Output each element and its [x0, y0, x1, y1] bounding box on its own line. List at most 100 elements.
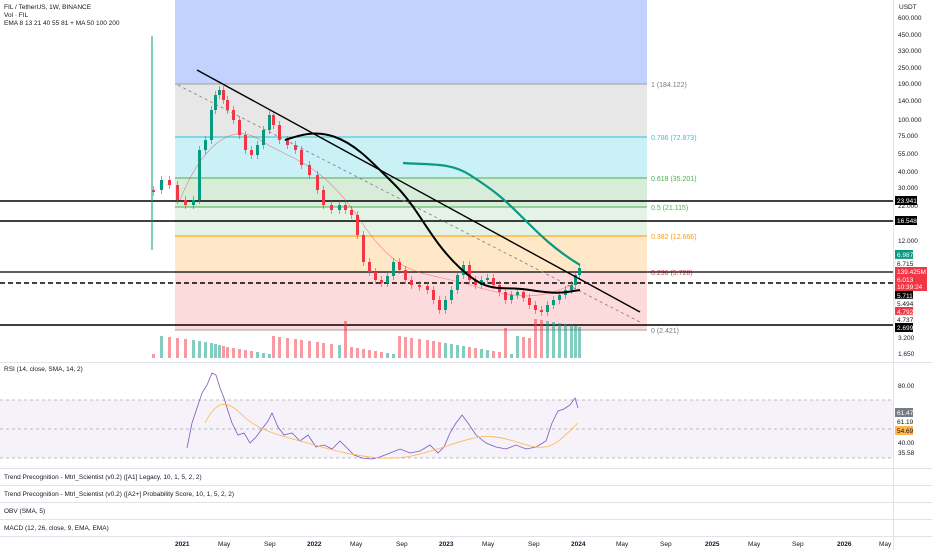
candle: [286, 140, 289, 145]
price-scale-label: 250.000: [898, 65, 922, 72]
candlesticks: [151, 36, 581, 316]
candle: [250, 150, 253, 155]
ema-legend[interactable]: EMA 8 13 21 40 55 81 + MA 50 100 200: [4, 20, 120, 27]
candle: [350, 210, 353, 215]
ma200-line: [284, 132, 581, 294]
rsi-scale-3558: 35.58: [898, 450, 915, 457]
volume-bar: [368, 350, 371, 358]
volume-bar: [278, 337, 281, 358]
fib-label-0382: 0.382 (12.666): [651, 234, 697, 241]
rsi-legend[interactable]: RSI (14, close, SMA, 14, 2): [4, 366, 83, 373]
tag-bg-16548: [895, 216, 917, 225]
price-chart[interactable]: 1 (184.122) 0.786 (72.873) 0.618 (35.201…: [0, 0, 932, 362]
volume-bar: [250, 351, 253, 358]
price-scale-label: 1.650: [898, 351, 915, 358]
price-chart-canvas[interactable]: 1 (184.122) 0.786 (72.873) 0.618 (35.201…: [0, 0, 932, 362]
fib-label-05: 0.5 (21.115): [651, 205, 688, 212]
tag-5711: 5.711: [897, 293, 913, 300]
time-axis-label: Sep: [792, 541, 804, 548]
candle: [380, 280, 383, 283]
candle: [456, 275, 459, 290]
volume-bar: [546, 321, 549, 358]
symbol-title[interactable]: FIL / TetherUS, 1W, BINANCE: [4, 4, 92, 11]
volume-bar: [168, 337, 171, 358]
candle: [386, 276, 389, 283]
ema-fast-line: [179, 133, 579, 297]
volume-bar: [350, 347, 353, 358]
candle: [198, 150, 201, 200]
time-axis[interactable]: 2021 May Sep 2022 May Sep 2023 May Sep 2024 May Sep…: [0, 536, 932, 551]
volume-bar: [432, 341, 435, 358]
time-axis-label: 2025: [705, 541, 720, 548]
price-scale-label: 22.000: [898, 203, 918, 210]
rsi-ma2-tag: 54.69: [897, 428, 914, 435]
tag-bg-4792: [895, 307, 913, 316]
rsi-line: [186, 372, 579, 460]
candle: [522, 292, 525, 298]
volume-bar: [558, 323, 561, 358]
candle: [330, 205, 333, 210]
time-axis-label: May: [748, 541, 761, 548]
price-scale-label: 100.000: [898, 117, 922, 124]
indicator-row-obv[interactable]: OBV (SMA, 5): [0, 502, 932, 520]
volume-bar: [522, 337, 525, 358]
volume-bar: [308, 341, 311, 358]
tag-bg-6987: [895, 250, 913, 259]
candle: [168, 180, 171, 185]
volume-bar: [498, 352, 501, 358]
volume-bar: [398, 336, 401, 358]
tag-6715: 6.715: [897, 261, 914, 268]
indicator-row-macd[interactable]: MACD (12, 26, close, 9, EMA, EMA): [0, 519, 932, 537]
volume-bar: [374, 351, 377, 358]
indicator-label-a2: Trend Precognition - Mtrl_Scientist (v0.…: [4, 491, 235, 498]
candle: [574, 275, 577, 285]
volume-bar: [300, 340, 303, 358]
candle: [238, 120, 241, 135]
candle: [210, 110, 213, 140]
tag-bg-5711: [895, 291, 913, 300]
candle: [218, 90, 221, 95]
fib-label-0786: 0.786 (72.873): [651, 135, 697, 142]
volume-legend[interactable]: Vol · FIL: [4, 12, 29, 19]
volume-bar: [244, 350, 247, 358]
candle: [474, 280, 477, 285]
volume-bar: [444, 343, 447, 358]
rsi-ma2-tag-bg: [895, 426, 913, 435]
volume-bar: [468, 347, 471, 358]
candle: [204, 140, 207, 150]
candle: [222, 90, 225, 100]
volume-bar: [404, 337, 407, 358]
candle: [262, 130, 265, 145]
fib-zone-1-0786: [175, 84, 647, 137]
indicator-row-a2[interactable]: Trend Precognition - Mtrl_Scientist (v0.…: [0, 485, 932, 503]
volume-bar: [564, 324, 567, 358]
candle: [272, 115, 275, 125]
candle: [486, 278, 489, 280]
candle: [300, 150, 303, 165]
currency-label[interactable]: USDT: [899, 4, 917, 11]
candle: [278, 125, 281, 140]
time-axis-label: May: [350, 541, 363, 548]
volume-bar: [316, 342, 319, 358]
downtrend-line: [196, 69, 641, 313]
fib-label-0236: 0.236 (5.728): [651, 270, 693, 277]
price-tags: 23.941 16.548 6.987 6.715 139.425M 6.013…: [894, 196, 927, 332]
tag-bg-vol: [895, 267, 927, 276]
rsi-scale-40: 40.00: [898, 440, 915, 447]
volume-bar: [210, 343, 213, 358]
time-axis-label: 2023: [439, 541, 454, 548]
candle: [244, 135, 247, 150]
volume-bar: [516, 336, 519, 358]
candle: [362, 235, 365, 262]
volume-bar: [574, 326, 577, 358]
price-scale-separator: [893, 0, 894, 550]
indicator-row-a1[interactable]: Trend Precognition - Mtrl_Scientist (v0.…: [0, 468, 932, 486]
fib-zone-top: [175, 0, 647, 84]
tag-bg-2699: [895, 323, 913, 332]
candle: [426, 286, 429, 290]
candle: [152, 190, 155, 192]
rsi-pane[interactable]: RSI (14, close, SMA, 14, 2) 80.00 40.00 …: [0, 362, 932, 469]
time-axis-label: 2022: [307, 541, 322, 548]
volume-bar: [330, 344, 333, 358]
fib-label-0: 0 (2.421): [651, 328, 679, 335]
